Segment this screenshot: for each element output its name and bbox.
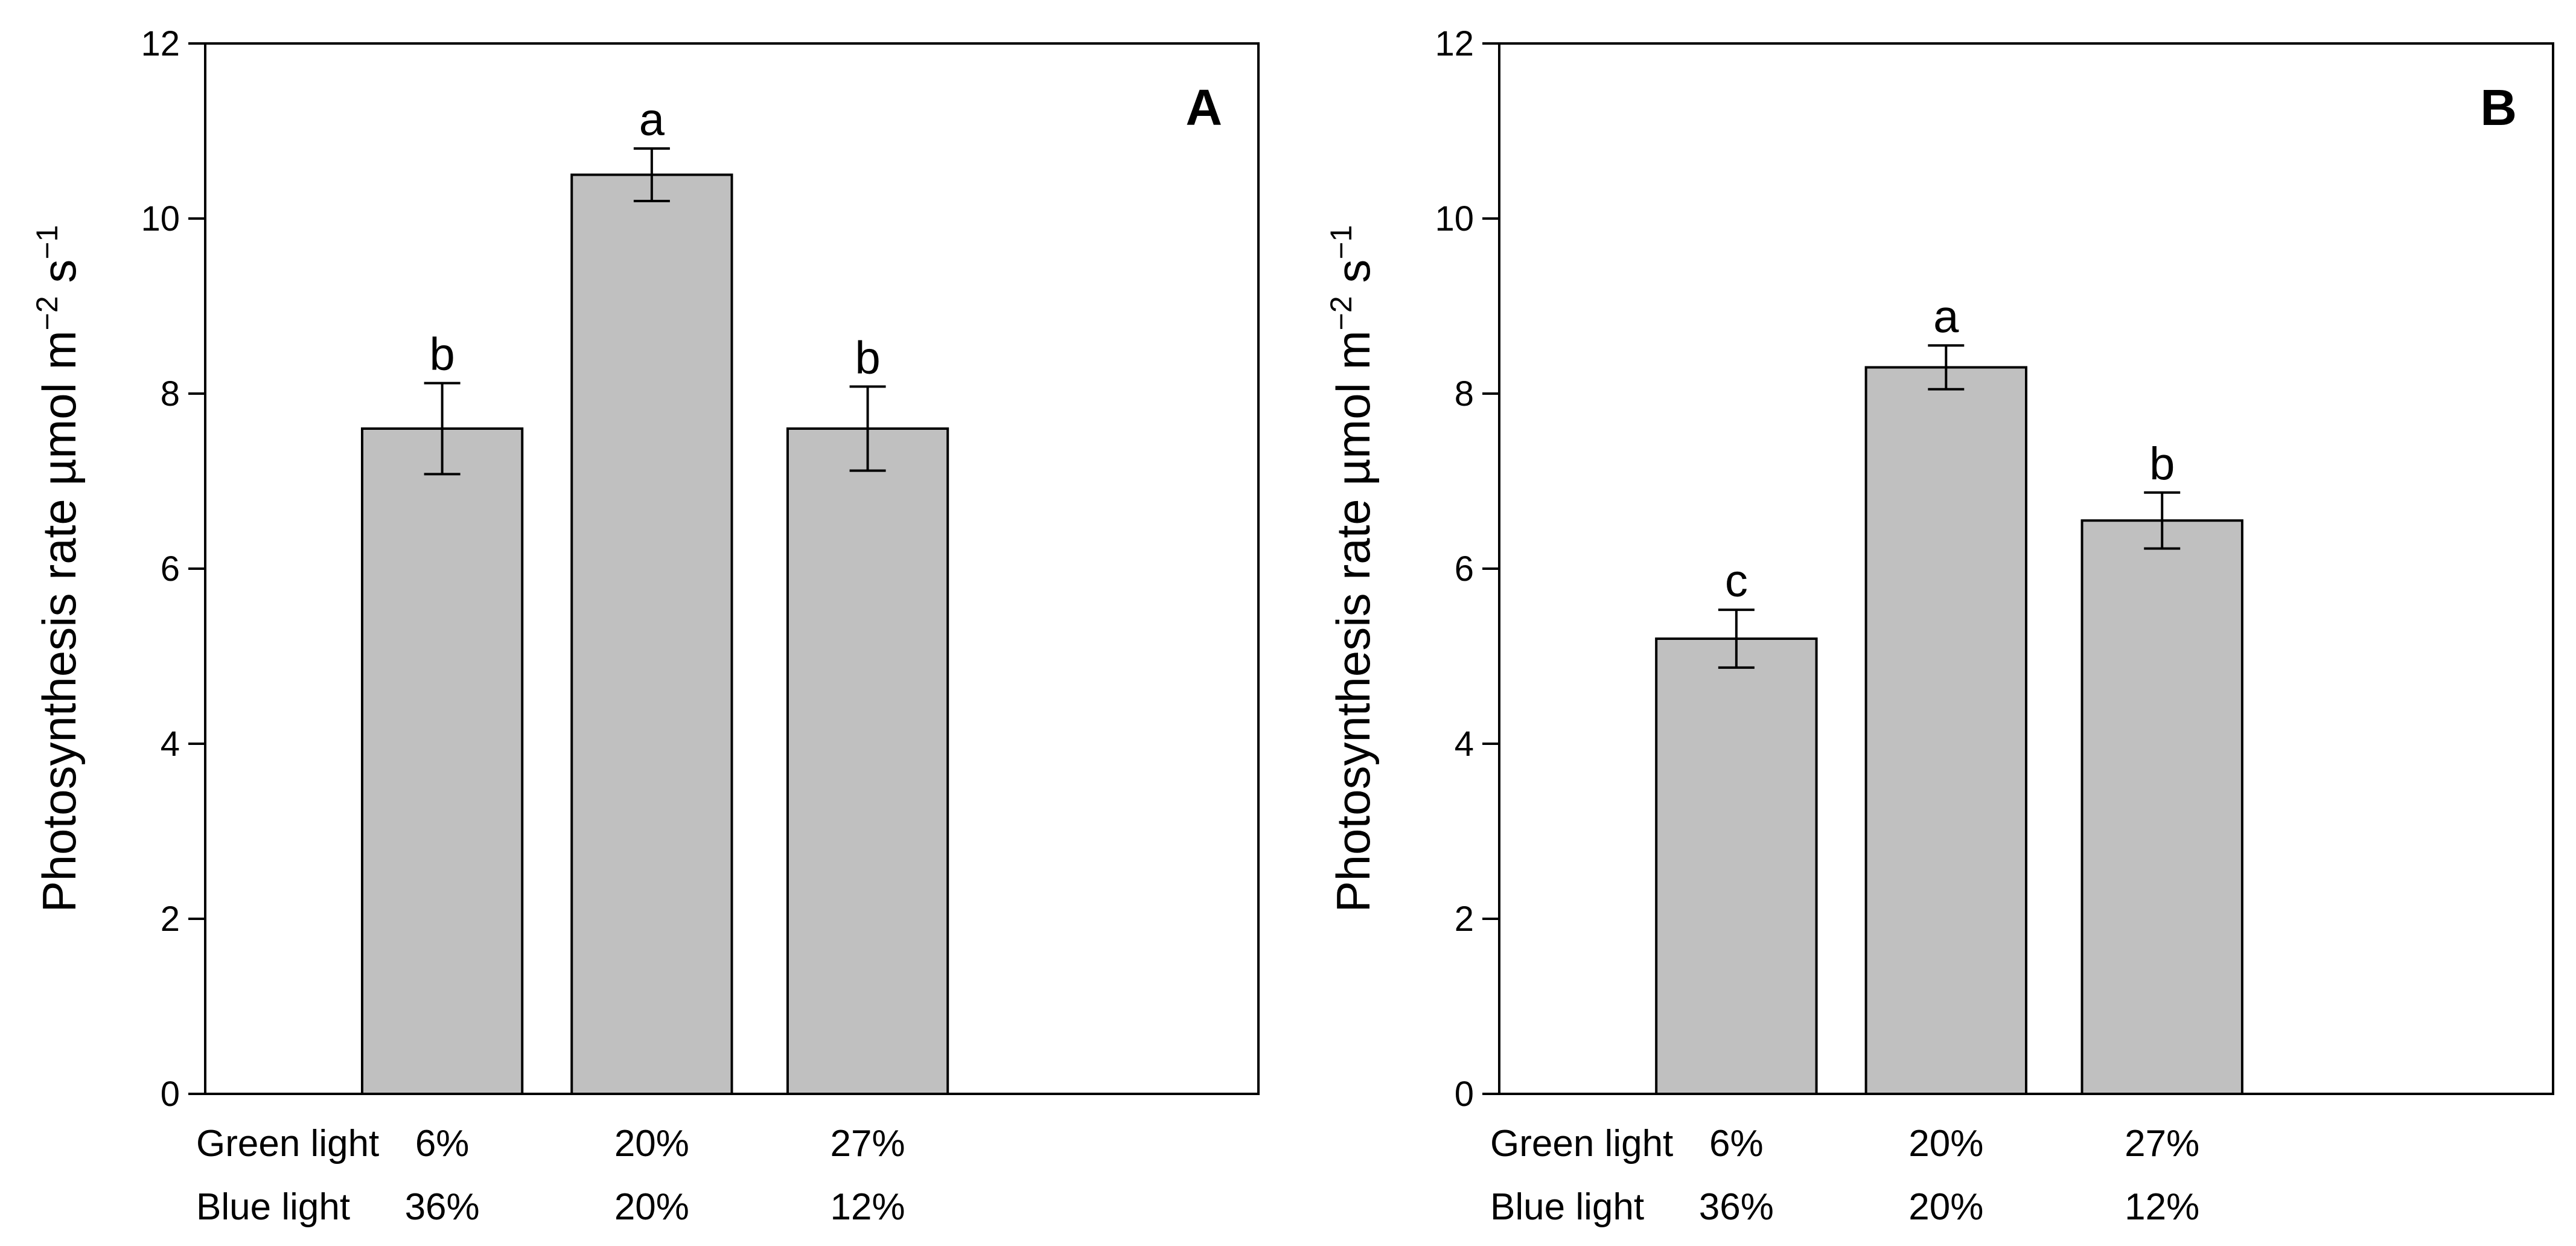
panel-label: A [1185,79,1222,136]
y-tick-label: 12 [1435,24,1474,63]
significance-letter: a [1933,291,1959,342]
y-tick-label: 12 [141,24,180,63]
y-tick-label: 8 [1455,374,1474,414]
y-tick-label: 4 [1455,724,1474,764]
y-axis-label: Photosynthesis rate µmol m−2 s−1 [30,225,86,913]
y-tick-label: 10 [141,199,180,238]
x-tick-label: 6% [1709,1123,1764,1165]
y-tick-label: 0 [161,1075,180,1114]
bar [1864,366,2027,1095]
panel-b: 0 2 4 6 8 10 12 Photosynthesis rate µmol m−2 s−… [1324,24,2554,1228]
significance-letter: b [855,332,880,383]
y-tick-label: 10 [1435,199,1474,238]
panel-label: B [2480,79,2517,136]
y-tick-label: 8 [161,374,180,414]
significance-letter: c [1725,555,1748,607]
x-tick-label: 27% [831,1123,905,1165]
x-row-name: Green light [1490,1123,1673,1165]
y-tick-label: 2 [1455,899,1474,939]
x-row-name: Blue light [196,1186,350,1228]
bar [1655,637,1818,1095]
x-tick-label: 20% [1908,1186,1983,1228]
x-tick-label: 12% [2125,1186,2199,1228]
significance-letter: b [2149,438,2175,490]
x-tick-label: 20% [614,1186,689,1228]
x-tick-label: 36% [1699,1186,1774,1228]
y-tick-label: 6 [1455,549,1474,589]
y-tick-label: 6 [161,549,180,589]
panel-a: 0 2 4 6 8 10 12 Photosynthesis rate µmol m−2 s−… [30,24,1260,1228]
bar [786,427,949,1095]
y-tick-label: 4 [161,724,180,764]
x-tick-label: 12% [831,1186,905,1228]
y-tick-label: 0 [1455,1075,1474,1114]
bar [570,173,733,1095]
significance-letter: b [429,329,454,380]
y-axis-label: Photosynthesis rate µmol m−2 s−1 [1324,225,1380,913]
x-tick-label: 36% [405,1186,480,1228]
significance-letter: a [639,94,665,145]
x-row-name: Green light [196,1123,379,1165]
x-tick-label: 20% [614,1123,689,1165]
bar [361,427,524,1095]
x-tick-label: 20% [1908,1123,1983,1165]
x-tick-label: 6% [415,1123,470,1165]
y-tick-label: 2 [161,899,180,939]
bar [2080,519,2243,1095]
x-row-name: Blue light [1490,1186,1644,1228]
x-tick-label: 27% [2125,1123,2199,1165]
